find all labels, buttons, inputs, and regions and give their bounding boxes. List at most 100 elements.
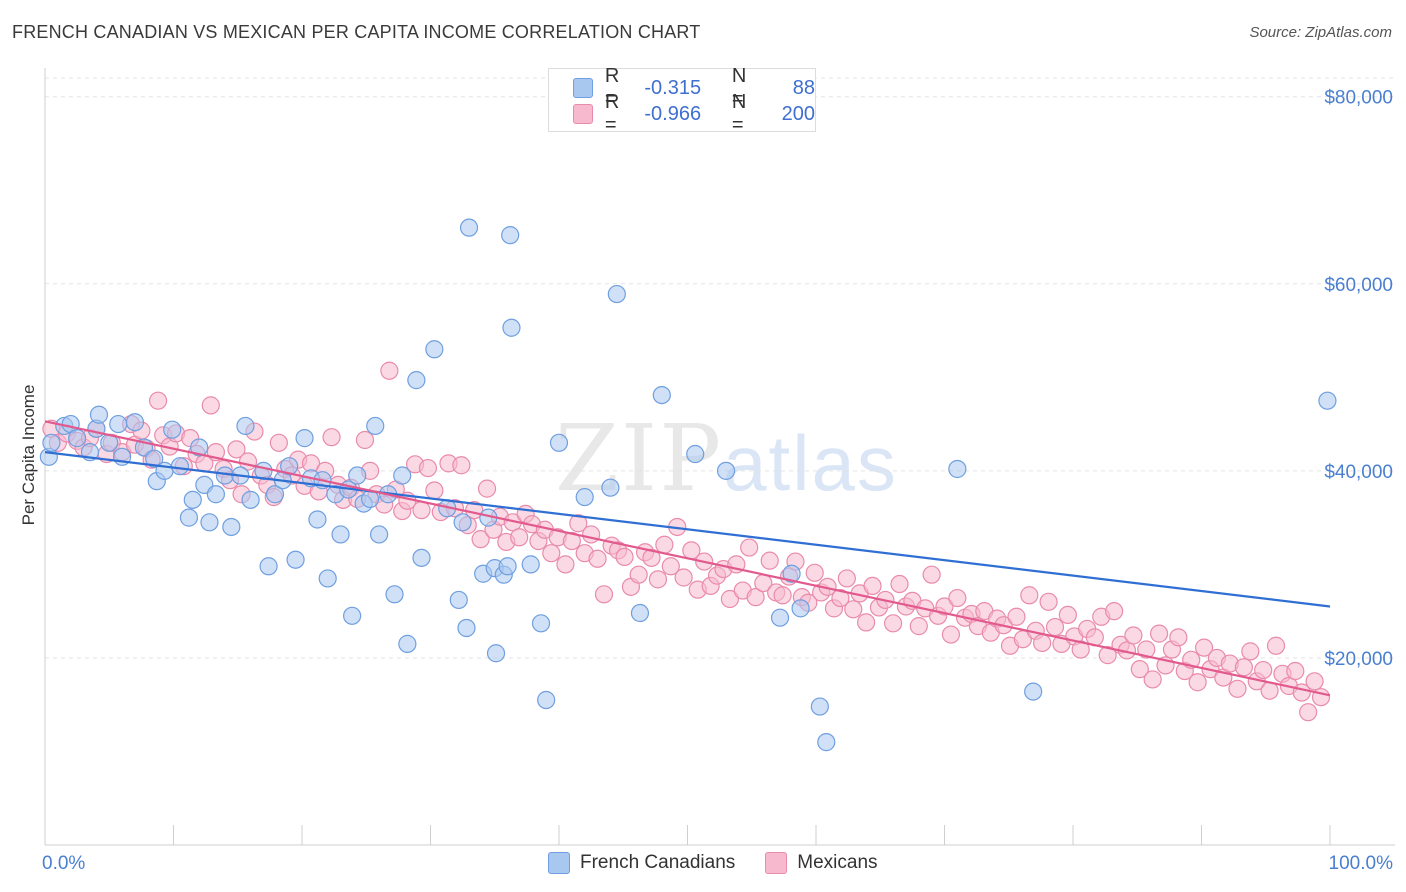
- mexicans-point: [883, 614, 903, 633]
- mexicans-point: [720, 589, 740, 609]
- mexicans-point: [588, 549, 607, 568]
- french-canadians-point: [810, 697, 829, 716]
- mexicans-point: [746, 588, 765, 607]
- mexicans-point: [844, 600, 863, 619]
- mexicans-point: [922, 565, 941, 584]
- mexicans-point: [510, 528, 529, 547]
- mexicans-point: [1071, 640, 1090, 659]
- french-canadians-point: [183, 490, 202, 509]
- legend-swatch-french-canadians: [573, 78, 593, 98]
- french-canadians-point: [575, 487, 594, 507]
- french-canadians-point: [89, 405, 109, 424]
- french-canadians-point: [1318, 391, 1337, 410]
- watermark-atlas: atlas: [723, 419, 898, 507]
- mexicans-point: [1098, 646, 1117, 665]
- french-canadians-point: [453, 513, 472, 532]
- french-canadians-point: [179, 508, 199, 527]
- french-canadians-point: [457, 618, 476, 638]
- bottom-legend: French Canadians Mexicans: [548, 852, 908, 874]
- french-canadians-point: [686, 444, 705, 464]
- legend-r-value: -0.315: [644, 76, 702, 99]
- mexicans-point: [629, 565, 648, 584]
- mexicans-point: [1007, 607, 1026, 626]
- y-tick-label: $60,000: [1324, 275, 1393, 296]
- french-canadians-point: [449, 590, 468, 610]
- x-tick-label: 0.0%: [42, 853, 85, 874]
- french-canadians-point: [68, 429, 87, 448]
- legend-n-value: 88: [792, 76, 815, 99]
- french-canadians-point: [549, 433, 569, 452]
- bottom-legend-swatch-mexicans: [765, 852, 788, 874]
- mexicans-point: [1241, 642, 1260, 661]
- mexicans-point: [542, 544, 561, 563]
- french-canadians-point: [1024, 682, 1043, 701]
- mexicans-point: [477, 479, 497, 498]
- french-canadians-point: [109, 414, 128, 434]
- mexicans-point: [594, 585, 614, 604]
- mexicans-point: [837, 569, 856, 588]
- legend-r-key: R =: [604, 65, 620, 110]
- mexicans-point: [1305, 672, 1324, 691]
- mexicans-point: [582, 525, 601, 544]
- french-canadians-point: [348, 466, 367, 485]
- tick-labels: $20,000 $40,000 $60,000 $80,000 0.0% 100.0%: [42, 88, 1393, 874]
- legend-n-value: 200: [781, 102, 815, 125]
- legend: R = -0.315 N = 88 R = -0.966 N = 200: [548, 65, 816, 136]
- mexicans-point: [1033, 633, 1052, 653]
- source-label: Source: ZipAtlas.com: [1249, 24, 1392, 41]
- french-canadians-point: [318, 569, 337, 588]
- mexicans-point: [556, 555, 575, 574]
- french-canadians-point: [412, 548, 431, 567]
- french-canadians-point: [265, 485, 285, 504]
- french-canadians-point: [630, 603, 650, 623]
- legend-n-key: N =: [731, 91, 747, 136]
- french-canadians-point: [652, 385, 671, 405]
- french-canadians-point: [42, 433, 61, 452]
- mexicans-point: [1228, 679, 1247, 698]
- legend-r-value: -0.966: [644, 102, 702, 125]
- bottom-legend-label: French Canadians: [580, 852, 736, 873]
- mexicans-point: [380, 361, 399, 380]
- french-canadians-point: [393, 466, 412, 485]
- mexicans-point: [1188, 673, 1207, 692]
- mexicans-point: [425, 481, 444, 500]
- mexicans-point: [935, 597, 954, 616]
- french-canadians-point: [531, 614, 551, 633]
- french-canadians-point: [280, 457, 299, 476]
- french-canadians-point: [782, 564, 801, 583]
- mexicans-point: [740, 538, 759, 557]
- french-canadians-point: [948, 459, 967, 479]
- mexicans-point: [1169, 628, 1188, 647]
- series-mexicans: [42, 361, 1331, 722]
- legend-swatch-mexicans: [573, 104, 593, 124]
- french-canadians-point: [817, 733, 836, 752]
- mexicans-point: [1130, 660, 1149, 679]
- mexicans-point: [355, 430, 375, 450]
- french-canadians-point: [791, 599, 810, 618]
- chart-title: FRENCH CANADIAN VS MEXICAN PER CAPITA IN…: [12, 22, 701, 42]
- mexicans-point: [471, 530, 490, 549]
- trend-line-mexicans: [44, 420, 1331, 697]
- french-canadians-point: [502, 318, 521, 337]
- french-canadians-point: [486, 644, 506, 663]
- french-canadians-point: [163, 420, 182, 439]
- french-canadians-point: [308, 510, 327, 529]
- french-canadians-point: [370, 525, 389, 544]
- legend-row-french-canadians: R = -0.315 N = 88: [573, 65, 815, 110]
- mexicans-point: [805, 563, 824, 582]
- french-canadians-point: [190, 438, 209, 457]
- mexicans-point: [909, 617, 928, 636]
- french-canadians-point: [206, 485, 226, 504]
- french-canadians-point: [385, 585, 404, 604]
- mexicans-point: [1039, 592, 1058, 611]
- bottom-legend-french-canadians: French Canadians: [548, 852, 735, 874]
- french-canadians-point: [236, 416, 255, 436]
- mexicans-point: [863, 576, 882, 596]
- mexicans-point: [615, 547, 634, 567]
- bottom-legend-mexicans: Mexicans: [765, 852, 878, 874]
- legend-row-mexicans: R = -0.966 N = 200: [573, 91, 815, 136]
- french-canadians-point: [716, 461, 736, 480]
- mexicans-point: [569, 514, 588, 533]
- mexicans-point: [1299, 703, 1318, 722]
